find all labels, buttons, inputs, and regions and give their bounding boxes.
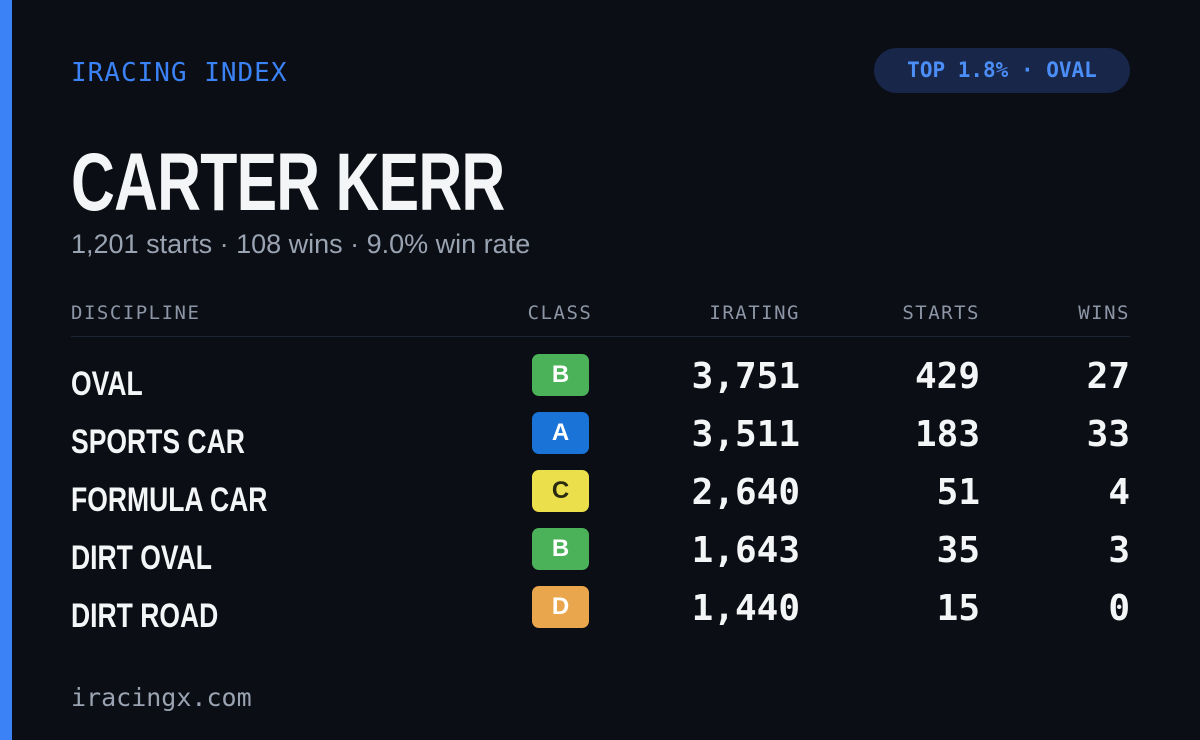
starts-value: 183 [914,414,980,455]
class-badge: B [532,528,589,570]
column-header: DISCIPLINE [71,302,201,324]
discipline: DIRT ROAD [71,597,219,635]
brand: IRACING INDEX [71,58,288,88]
wins-value: 27 [1086,356,1130,397]
column-header: IRATING [709,302,800,324]
starts-value: 51 [936,472,980,513]
wins-value: 3 [1108,530,1130,571]
irating-value: 3,511 [691,414,800,455]
discipline: SPORTS CAR [71,423,245,461]
wins-value: 33 [1086,414,1130,455]
discipline: OVAL [71,365,143,403]
irating-value: 2,640 [691,472,800,513]
driver-name: CARTER KERR [71,137,505,228]
starts-value: 15 [936,588,980,629]
column-header: STARTS [902,302,980,324]
class-badge: D [532,586,589,628]
column-header: WINS [1078,302,1130,324]
column-header: CLASS [527,302,593,324]
class-badge: A [532,412,589,454]
footer-site: iracingx.com [71,683,252,712]
driver-summary: 1,201 starts · 108 wins · 9.0% win rate [71,229,531,259]
rank-badge: TOP 1.8% · OVAL [874,48,1130,93]
wins-value: 4 [1108,472,1130,513]
discipline: DIRT OVAL [71,539,212,577]
header-rule [71,336,1130,337]
starts-value: 35 [936,530,980,571]
starts-value: 429 [914,356,980,397]
class-badge: B [532,354,589,396]
irating-value: 3,751 [691,356,800,397]
wins-value: 0 [1108,588,1130,629]
accent-stripe [0,0,12,740]
irating-value: 1,440 [691,588,800,629]
irating-value: 1,643 [691,530,800,571]
discipline: FORMULA CAR [71,481,268,519]
class-badge: C [532,470,589,512]
